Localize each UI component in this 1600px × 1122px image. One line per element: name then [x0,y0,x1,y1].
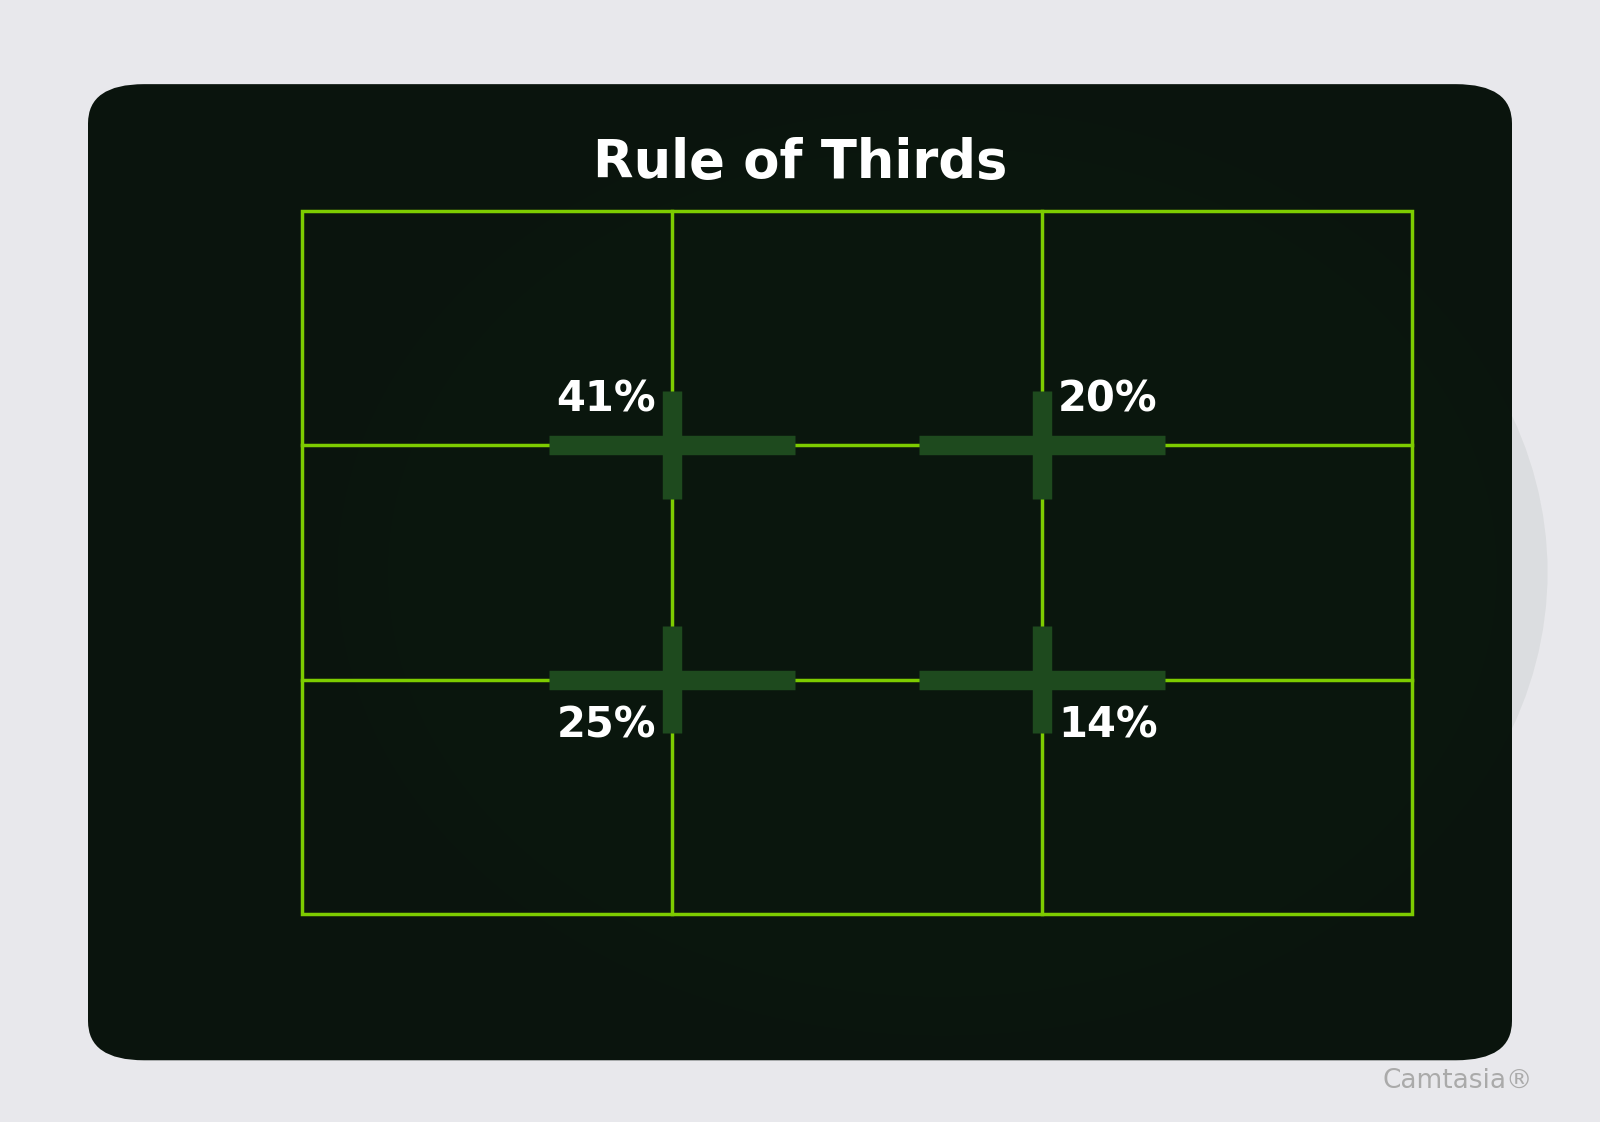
Text: 20%: 20% [1058,378,1158,421]
Text: 41%: 41% [557,378,656,421]
Bar [302,211,1413,913]
Ellipse shape [387,147,1498,997]
Text: 25%: 25% [557,705,656,746]
FancyBboxPatch shape [88,84,1512,1060]
Text: Rule of Thirds: Rule of Thirds [594,137,1006,188]
Text: 14%: 14% [1058,705,1158,746]
Text: Camtasia®: Camtasia® [1382,1068,1533,1094]
Ellipse shape [338,109,1547,1036]
